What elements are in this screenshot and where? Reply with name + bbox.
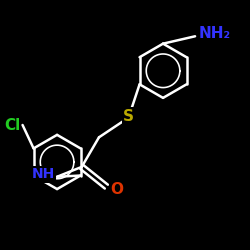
Text: Cl: Cl: [4, 118, 20, 132]
Text: S: S: [123, 109, 134, 124]
Text: NH: NH: [31, 167, 54, 181]
Text: O: O: [110, 182, 123, 196]
Text: NH₂: NH₂: [199, 26, 231, 41]
